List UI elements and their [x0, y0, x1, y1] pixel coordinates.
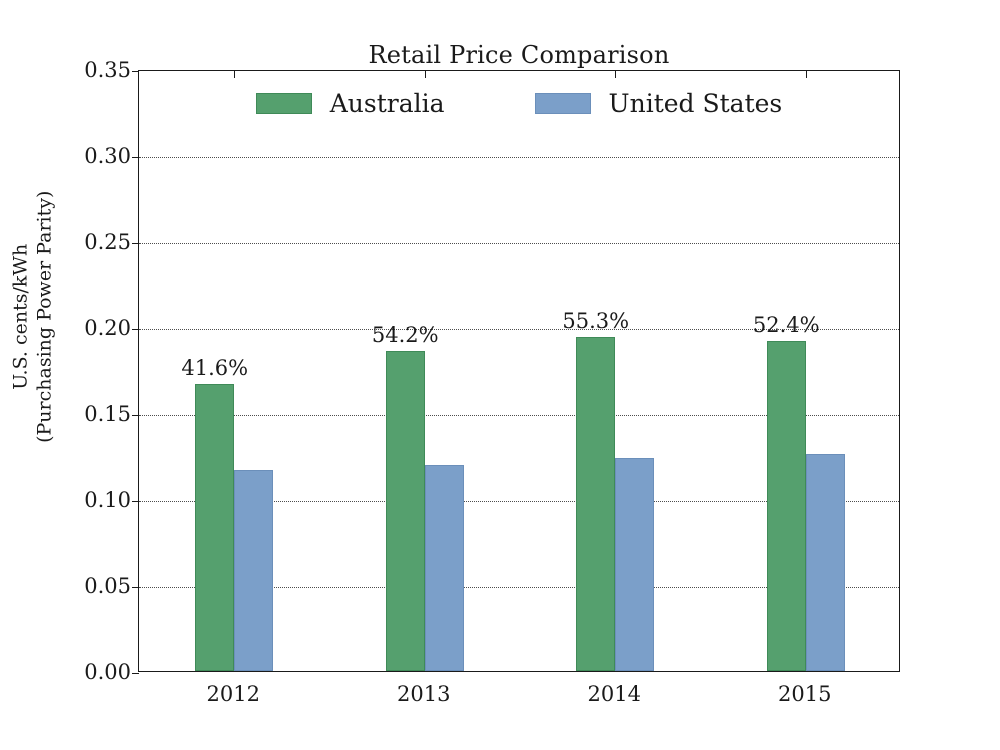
legend-swatch-icon	[255, 93, 312, 114]
y-axis-tick-mark	[132, 673, 139, 674]
bar-australia-2013[interactable]	[385, 351, 425, 671]
bar-united-states-2013[interactable]	[424, 464, 464, 671]
y-axis-label: U.S. cents/kWh (Purchasing Power Parity)	[9, 190, 55, 443]
y-axis-tick-label: 0.15	[84, 402, 131, 426]
x-axis-tick-label: 2014	[587, 682, 641, 706]
x-axis-tick-mark	[615, 71, 617, 78]
bar-united-states-2015[interactable]	[805, 454, 845, 671]
bar-annotation-2015: 52.4%	[752, 312, 820, 337]
y-axis-tick-mark	[132, 415, 139, 416]
y-axis-tick-mark	[132, 329, 139, 330]
bar-annotation-2012: 41.6%	[181, 355, 249, 380]
y-axis-tick-label: 0.10	[84, 488, 131, 512]
y-axis-tick-labels: 0.00 0.05 0.10 0.15 0.20 0.25 0.30 0.35	[55, 58, 131, 684]
y-axis-tick-mark	[132, 71, 139, 72]
y-axis-tick-label: 0.35	[84, 58, 131, 82]
y-axis-tick-mark	[132, 243, 139, 244]
y-axis-tick-label: 0.05	[84, 574, 131, 598]
gridline	[139, 587, 899, 588]
chart-legend: Australia United States	[139, 89, 899, 118]
y-axis-tick-mark	[132, 157, 139, 158]
plot-area: 41.6% 54.2% 55.3% 52.4% Australia United Sta…	[132, 70, 900, 674]
bar-australia-2015[interactable]	[766, 340, 806, 671]
y-axis-tick-mark	[132, 501, 139, 502]
legend-label: United States	[608, 89, 783, 118]
x-axis-tick-label: 2015	[778, 682, 832, 706]
y-axis-tick-label: 0.30	[84, 144, 131, 168]
bar-australia-2014[interactable]	[576, 337, 616, 671]
x-axis-tick-mark	[805, 71, 807, 78]
gridline	[139, 329, 899, 330]
bar-united-states-2014[interactable]	[615, 457, 655, 671]
x-axis-tick-label: 2012	[206, 682, 260, 706]
legend-label: Australia	[329, 89, 445, 118]
y-axis-tick-mark	[132, 587, 139, 588]
x-axis-tick-mark	[424, 71, 426, 78]
bar-annotation-2013: 54.2%	[371, 323, 439, 348]
chart-title: Retail Price Comparison	[368, 41, 670, 69]
legend-swatch-icon	[534, 93, 591, 114]
gridline	[139, 501, 899, 502]
x-axis-tick-mark	[234, 71, 236, 78]
legend-entry-united-states[interactable]: United States	[534, 89, 783, 118]
gridline	[139, 243, 899, 244]
y-axis-tick-label: 0.20	[84, 316, 131, 340]
gridline	[139, 157, 899, 158]
gridline	[139, 415, 899, 416]
bar-annotation-2014: 55.3%	[562, 309, 630, 334]
y-axis-tick-label: 0.25	[84, 230, 131, 254]
bar-australia-2012[interactable]	[195, 383, 235, 671]
legend-entry-australia[interactable]: Australia	[255, 89, 445, 118]
y-axis-tick-label: 0.00	[84, 660, 131, 684]
bar-united-states-2012[interactable]	[234, 469, 274, 671]
x-axis-tick-label: 2013	[397, 682, 451, 706]
